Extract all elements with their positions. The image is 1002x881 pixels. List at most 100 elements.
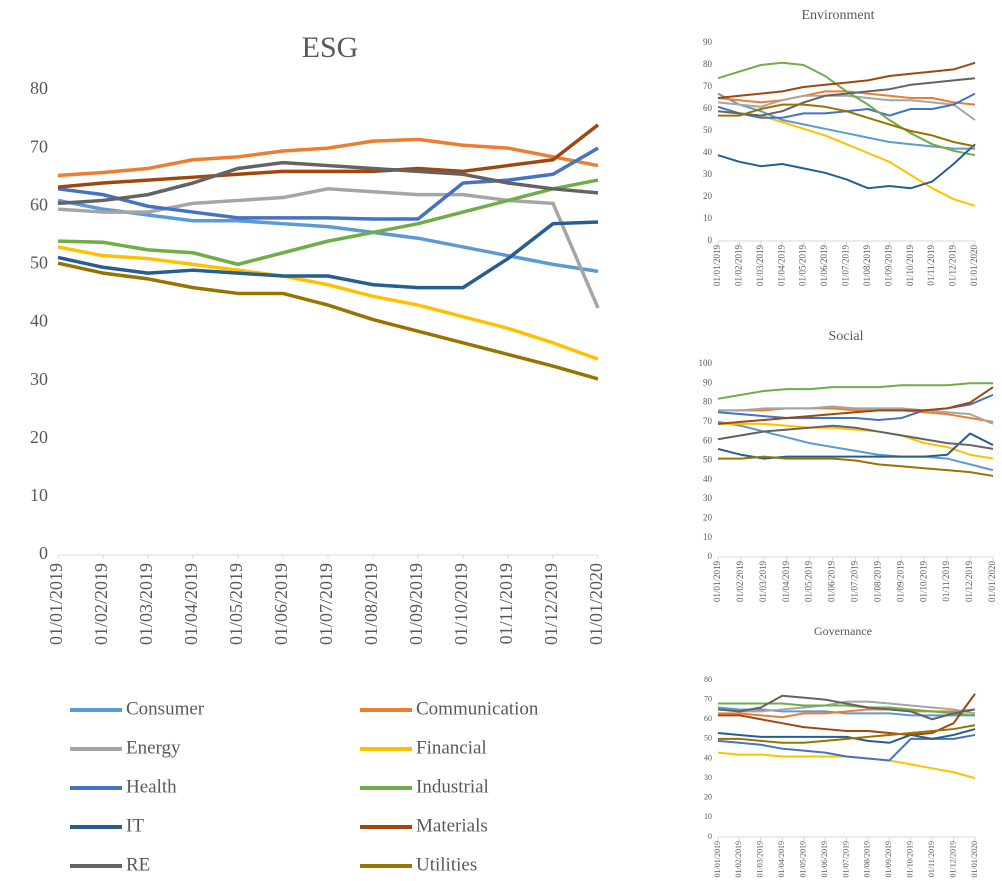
x-tick-label: 01/05/2019 — [226, 563, 246, 645]
x-tick-label: 01/10/2019 — [905, 245, 915, 287]
y-tick-label: 10 — [703, 532, 713, 542]
legend-label: IT — [126, 815, 144, 836]
y-tick-label: 0 — [708, 235, 713, 245]
y-tick-label: 90 — [703, 37, 713, 47]
x-tick-label: 01/02/2019 — [91, 563, 111, 645]
legend-label: Financial — [416, 737, 487, 758]
y-tick-label: 60 — [703, 435, 713, 445]
x-tick-label: 01/04/2019 — [777, 841, 786, 877]
y-tick-label: 60 — [30, 194, 48, 214]
x-tick-label: 01/11/2019 — [927, 841, 936, 877]
x-tick-label: 01/01/2019 — [712, 245, 722, 287]
series-line — [57, 146, 599, 221]
x-tick-label: 01/07/2019 — [316, 563, 336, 645]
y-tick-label: 40 — [704, 753, 712, 762]
series-line — [718, 405, 994, 425]
x-tick-label: 01/09/2019 — [406, 563, 426, 645]
y-tick-label: 10 — [30, 485, 48, 505]
x-tick-label: 01/10/2019 — [918, 561, 928, 603]
series-line — [717, 92, 975, 150]
series-line — [717, 728, 976, 744]
y-tick-label: 10 — [704, 812, 712, 821]
x-tick-label: 01/04/2019 — [781, 561, 791, 603]
x-tick-label: 01/12/2019 — [948, 841, 957, 877]
series-line — [717, 432, 994, 460]
y-tick-label: 80 — [704, 675, 712, 684]
x-tick-label: 01/12/2019 — [948, 245, 958, 287]
x-tick-label: 01/05/2019 — [798, 841, 807, 877]
y-tick-label: 20 — [704, 793, 712, 802]
y-tick-label: 70 — [704, 694, 712, 703]
series-line — [718, 455, 994, 477]
x-tick-label: 01/03/2019 — [136, 563, 156, 645]
series-line — [718, 702, 976, 717]
x-tick-label: 01/09/2019 — [884, 841, 893, 877]
legend-label: Consumer — [126, 698, 205, 719]
x-tick-label: 01/11/2019 — [941, 561, 951, 602]
x-tick-label: 01/05/2019 — [804, 561, 814, 603]
series-line — [57, 160, 599, 206]
x-tick-label: 01/10/2019 — [906, 841, 915, 877]
y-tick-label: 80 — [30, 78, 48, 98]
y-tick-label: 50 — [703, 455, 713, 465]
x-tick-label: 01/07/2019 — [841, 841, 850, 877]
x-tick-label: 01/01/2020 — [970, 841, 979, 877]
x-tick-label: 01/10/2019 — [451, 563, 471, 645]
series-line — [718, 103, 976, 148]
series-line — [718, 693, 976, 736]
chart-title: Environment — [801, 8, 874, 23]
series-line — [718, 724, 976, 744]
x-tick-label: 01/06/2019 — [827, 561, 837, 603]
series-line — [717, 382, 993, 400]
legend-label: Utilities — [416, 854, 477, 875]
y-tick-label: 50 — [704, 734, 712, 743]
series-line — [717, 143, 976, 190]
series-line — [57, 220, 599, 290]
x-tick-label: 01/07/2019 — [850, 561, 860, 603]
x-tick-label: 01/08/2019 — [863, 841, 872, 877]
series-line — [717, 77, 976, 117]
y-tick-label: 30 — [703, 169, 713, 179]
y-tick-label: 60 — [704, 714, 712, 723]
x-tick-label: 01/07/2019 — [841, 245, 851, 287]
series-line — [57, 198, 599, 274]
y-tick-label: 20 — [703, 191, 713, 201]
x-tick-label: 01/09/2019 — [883, 245, 893, 287]
y-tick-label: 0 — [708, 832, 712, 841]
y-tick-label: 0 — [39, 543, 48, 563]
chart-title: Social — [829, 329, 864, 344]
x-tick-label: 01/01/2019 — [712, 561, 722, 603]
series-line — [717, 94, 976, 121]
y-tick-label: 60 — [703, 103, 713, 113]
x-tick-label: 01/11/2019 — [496, 563, 516, 644]
y-tick-label: 30 — [30, 369, 48, 389]
x-tick-label: 01/08/2019 — [361, 563, 381, 645]
series-line — [717, 424, 994, 450]
x-tick-label: 01/01/2019 — [713, 841, 722, 877]
series-line — [718, 407, 994, 423]
x-tick-label: 01/12/2019 — [964, 561, 974, 603]
legend-label: Health — [126, 776, 177, 797]
x-tick-label: 01/03/2019 — [756, 841, 765, 877]
x-tick-label: 01/06/2019 — [820, 841, 829, 877]
x-tick-label: 01/12/2019 — [541, 563, 561, 645]
y-tick-label: 40 — [703, 474, 713, 484]
y-tick-label: 30 — [704, 773, 712, 782]
x-tick-label: 01/02/2019 — [734, 841, 743, 877]
series-line — [57, 123, 600, 189]
series-line — [717, 386, 994, 425]
series-line — [717, 61, 976, 157]
series-line — [717, 61, 976, 99]
series-line — [717, 694, 976, 721]
series-line — [717, 105, 976, 207]
x-tick-label: 01/02/2019 — [733, 245, 743, 287]
x-tick-label: 01/11/2019 — [926, 245, 936, 286]
y-tick-label: 70 — [703, 81, 713, 91]
legend-label: Materials — [416, 815, 488, 836]
y-tick-label: 10 — [703, 213, 713, 223]
series-line — [718, 422, 994, 460]
x-tick-label: 01/04/2019 — [776, 245, 786, 287]
y-tick-label: 90 — [703, 377, 713, 387]
x-tick-label: 01/06/2019 — [819, 245, 829, 287]
